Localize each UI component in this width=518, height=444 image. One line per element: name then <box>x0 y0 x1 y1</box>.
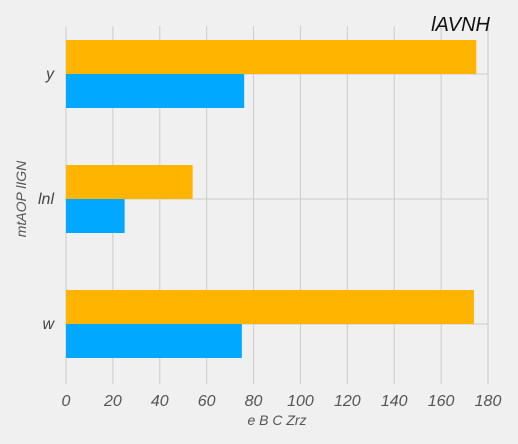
x-tick-labels: 0 20 40 60 80 100 120 140 160 180 <box>62 393 502 410</box>
bar-series2-y <box>66 74 245 108</box>
x-tick-label-3: 60 <box>198 393 216 410</box>
x-tick-label-9: 180 <box>475 393 502 410</box>
bar-series2-w <box>66 324 242 358</box>
category-label-2: w <box>42 316 55 333</box>
bars <box>66 40 477 358</box>
y-axis-title: mtAOP lIGN <box>13 160 29 237</box>
category-labels: y lnl w <box>38 66 55 333</box>
bar-series1-w <box>66 290 474 324</box>
x-axis-title: e B C Zrz <box>247 412 306 428</box>
category-label-0: y <box>45 66 55 83</box>
chart-title: lAVNH <box>431 14 490 36</box>
x-tick-label-2: 40 <box>151 393 169 410</box>
bar-series2-lnl <box>66 199 125 233</box>
x-tick-label-6: 120 <box>334 393 361 410</box>
bar-series1-lnl <box>66 165 193 199</box>
x-tick-label-8: 160 <box>428 393 455 410</box>
x-tick-label-1: 20 <box>103 393 122 410</box>
x-tick-label-4: 80 <box>245 393 263 410</box>
x-tick-label-5: 100 <box>287 393 314 410</box>
x-tick-label-7: 140 <box>381 393 408 410</box>
category-label-1: lnl <box>38 191 54 208</box>
x-tick-label-0: 0 <box>62 393 71 410</box>
bar-series1-y <box>66 40 477 74</box>
